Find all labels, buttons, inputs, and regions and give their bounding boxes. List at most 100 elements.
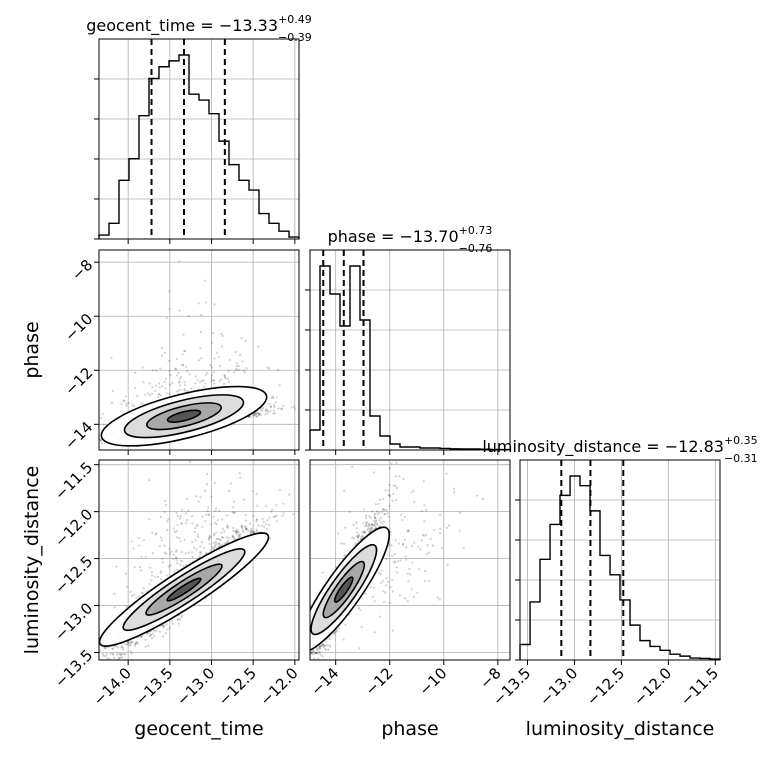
sample-point bbox=[93, 653, 95, 655]
sample-point bbox=[390, 462, 393, 465]
sample-point bbox=[228, 358, 231, 362]
sample-point bbox=[151, 552, 155, 555]
sample-point bbox=[148, 583, 151, 586]
sample-point bbox=[364, 514, 368, 517]
sample-point bbox=[118, 656, 121, 659]
sample-point bbox=[185, 518, 189, 522]
sample-point bbox=[104, 654, 107, 658]
sample-point bbox=[244, 525, 247, 528]
ytick-label: −12.0 bbox=[51, 505, 96, 550]
ytick-label: −13.5 bbox=[51, 646, 96, 691]
sample-point bbox=[253, 531, 256, 534]
sample-point bbox=[159, 571, 162, 574]
scatter-frame bbox=[98, 249, 300, 451]
sample-point bbox=[210, 341, 214, 345]
sample-point bbox=[183, 350, 186, 353]
sample-point bbox=[324, 647, 327, 651]
sample-point bbox=[235, 365, 238, 368]
sample-point bbox=[216, 537, 220, 541]
sample-point bbox=[181, 363, 184, 367]
sample-point bbox=[191, 555, 194, 559]
sample-point bbox=[135, 641, 139, 644]
sample-point bbox=[447, 524, 451, 527]
contour-level-3 bbox=[166, 577, 202, 602]
sample-point bbox=[199, 330, 202, 334]
ytick-label: −10 bbox=[61, 310, 96, 345]
sample-point bbox=[265, 408, 268, 412]
sample-point bbox=[175, 358, 179, 361]
sample-point bbox=[255, 518, 258, 521]
sample-point bbox=[270, 510, 273, 513]
sample-point bbox=[244, 339, 247, 343]
sample-point bbox=[105, 653, 108, 656]
sample-point bbox=[168, 552, 172, 555]
sample-point bbox=[217, 355, 220, 358]
sample-point bbox=[213, 545, 216, 548]
sample-point bbox=[134, 642, 137, 646]
sample-point bbox=[141, 591, 144, 594]
sample-point bbox=[232, 536, 236, 539]
sample-point bbox=[412, 456, 414, 458]
sample-point bbox=[253, 413, 256, 416]
sample-point bbox=[194, 539, 198, 542]
sample-point bbox=[123, 399, 126, 402]
sample-point bbox=[140, 569, 143, 572]
sample-point bbox=[257, 524, 260, 527]
sample-point bbox=[131, 641, 135, 644]
sample-point bbox=[239, 533, 242, 536]
sample-point bbox=[189, 387, 193, 390]
sample-point bbox=[197, 302, 200, 305]
sample-point bbox=[122, 652, 125, 656]
sample-point bbox=[382, 590, 385, 593]
sample-point bbox=[385, 509, 388, 512]
histogram-phase bbox=[309, 265, 511, 451]
sample-point bbox=[169, 373, 172, 377]
sample-point bbox=[234, 530, 238, 533]
sample-point bbox=[251, 514, 255, 518]
sample-point bbox=[249, 415, 252, 418]
sample-point bbox=[194, 375, 197, 378]
sample-point bbox=[212, 371, 215, 374]
sample-point bbox=[255, 412, 259, 415]
sample-point bbox=[152, 635, 156, 638]
sample-point bbox=[144, 638, 147, 641]
sample-point bbox=[233, 371, 236, 374]
sample-point bbox=[223, 376, 226, 379]
sample-point bbox=[161, 624, 165, 627]
sample-point bbox=[266, 412, 269, 415]
sample-point bbox=[416, 591, 419, 594]
sample-point bbox=[199, 553, 202, 556]
sample-point bbox=[112, 653, 115, 656]
sample-point bbox=[420, 510, 423, 513]
sample-point bbox=[241, 529, 245, 532]
sample-point bbox=[223, 530, 226, 533]
sample-point bbox=[166, 528, 169, 532]
sample-point bbox=[220, 531, 223, 534]
sample-point bbox=[292, 513, 295, 516]
sample-point bbox=[203, 385, 206, 388]
sample-point bbox=[172, 553, 175, 556]
sample-point bbox=[213, 534, 216, 537]
sample-point bbox=[212, 379, 215, 382]
hist-frame bbox=[519, 459, 721, 661]
sample-point bbox=[181, 353, 184, 356]
sample-point bbox=[262, 520, 265, 523]
sample-point bbox=[220, 345, 224, 348]
sample-point bbox=[188, 373, 191, 376]
sample-point bbox=[176, 514, 179, 518]
sample-point bbox=[270, 397, 273, 400]
sample-point bbox=[198, 551, 201, 554]
sample-point bbox=[155, 532, 158, 535]
sample-point bbox=[168, 307, 171, 310]
sample-point bbox=[269, 537, 272, 540]
sample-point bbox=[200, 357, 203, 360]
sample-point bbox=[181, 560, 184, 563]
sample-point bbox=[245, 519, 248, 522]
sample-point bbox=[255, 520, 258, 523]
sample-point bbox=[186, 389, 189, 393]
sample-point bbox=[93, 442, 95, 444]
sample-point bbox=[168, 290, 171, 293]
sample-point bbox=[121, 648, 124, 651]
title-plus: +0.73 bbox=[459, 224, 493, 237]
sample-point bbox=[94, 444, 96, 446]
